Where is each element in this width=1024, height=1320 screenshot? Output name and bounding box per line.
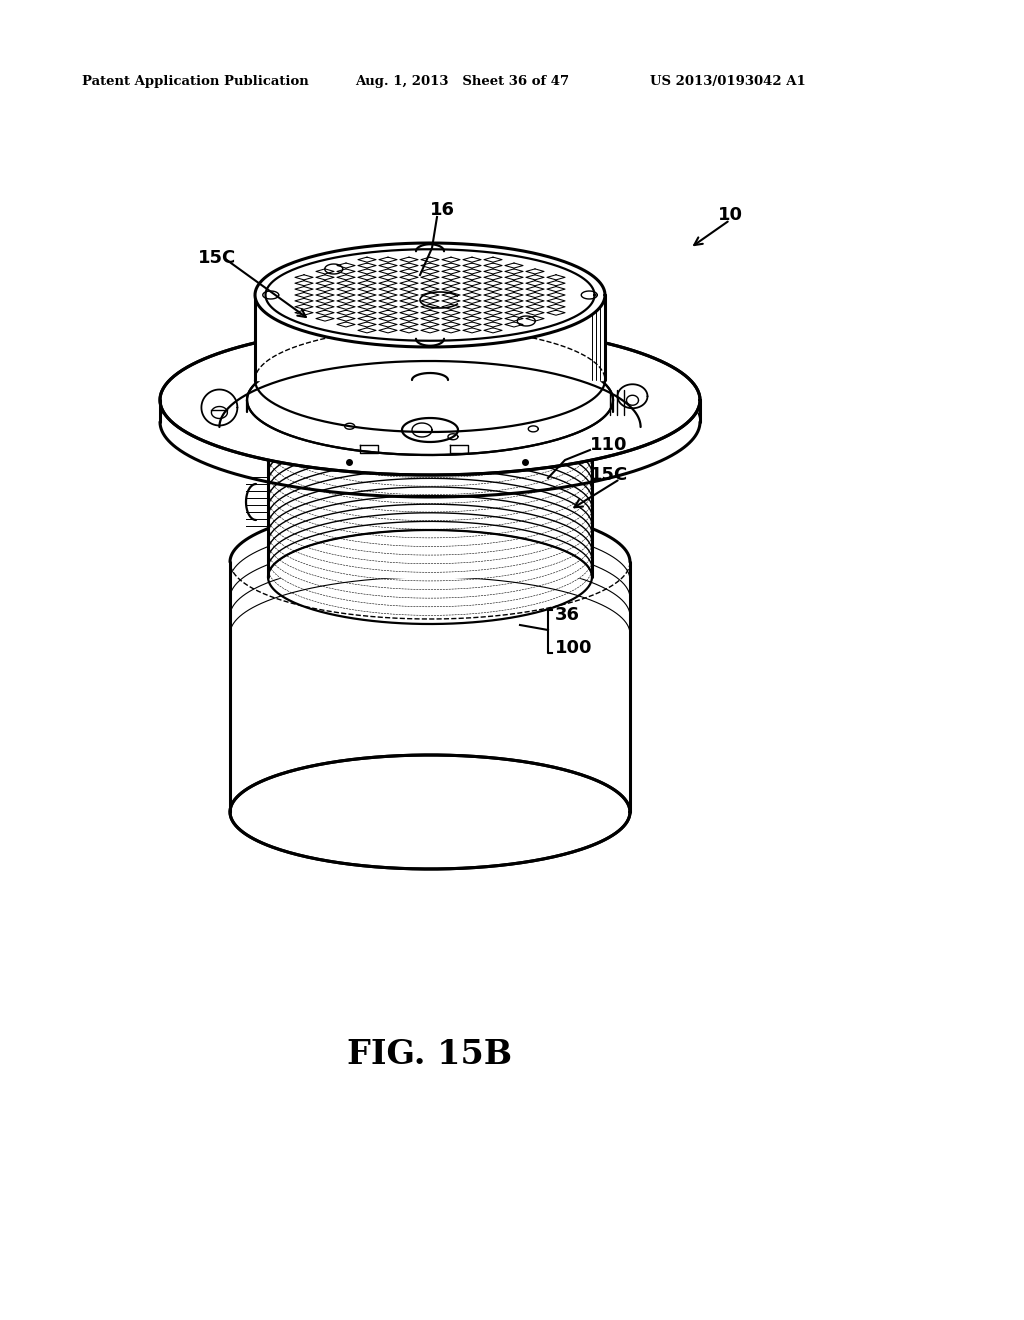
Polygon shape [268,422,592,577]
Text: Aug. 1, 2013   Sheet 36 of 47: Aug. 1, 2013 Sheet 36 of 47 [355,75,569,88]
Text: 110: 110 [590,436,628,454]
Text: 15C: 15C [590,466,629,484]
Polygon shape [255,294,605,380]
Polygon shape [230,562,630,812]
Polygon shape [160,325,700,475]
Text: 36: 36 [555,606,580,624]
Text: 10: 10 [718,206,743,224]
Text: 100: 100 [555,639,593,657]
Polygon shape [160,325,700,475]
Text: Patent Application Publication: Patent Application Publication [82,75,309,88]
Text: 16: 16 [430,201,455,219]
Text: 15C: 15C [198,249,237,267]
Polygon shape [230,755,630,869]
Polygon shape [255,243,605,347]
Text: FIG. 15B: FIG. 15B [347,1039,513,1072]
Text: US 2013/0193042 A1: US 2013/0193042 A1 [650,75,806,88]
